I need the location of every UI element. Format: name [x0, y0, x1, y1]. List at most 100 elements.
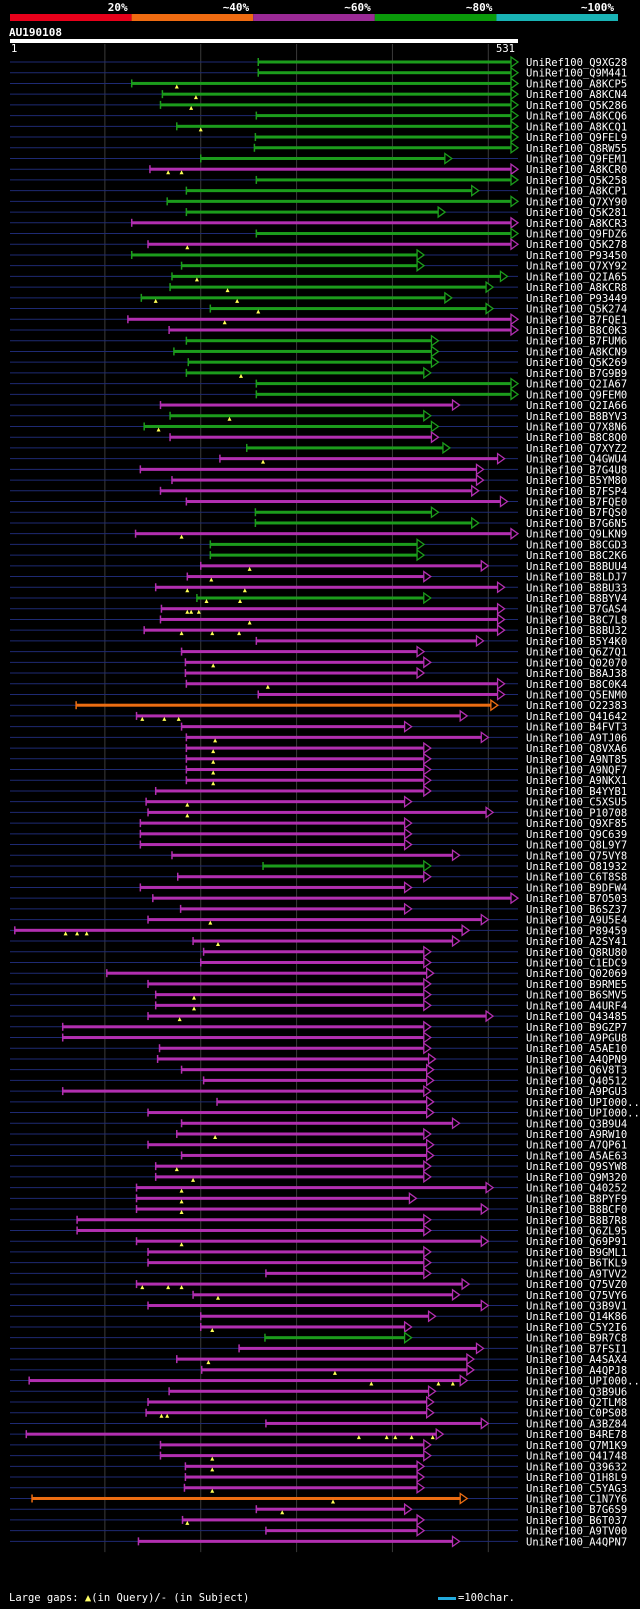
row-label[interactable]: UniRef100_Q9LKN9 [526, 529, 627, 541]
row-label[interactable]: UniRef100_B7GAS4 [526, 604, 627, 616]
row-label[interactable]: UniRef100_A9PGU3 [526, 1086, 627, 1098]
row-label[interactable]: UniRef100_Q02070 [526, 657, 627, 669]
row-label[interactable]: UniRef100_B7G6N5 [526, 518, 627, 530]
row-label[interactable]: UniRef100_Q8RU80 [526, 947, 627, 959]
row-label[interactable]: UniRef100_Q9C639 [526, 829, 627, 841]
alignment-row[interactable]: UniRef100_B7G6S9 [10, 1502, 627, 1516]
alignment-row[interactable]: UniRef100_Q5K278 [10, 237, 627, 251]
row-label[interactable]: UniRef100_Q02069 [526, 968, 627, 980]
row-label[interactable]: UniRef100_B9RME5 [526, 979, 627, 991]
alignment-row[interactable]: UniRef100_Q7XYZ2 [10, 441, 627, 455]
alignment-row[interactable]: UniRef100_Q7X8N6 [10, 420, 627, 433]
row-label[interactable]: UniRef100_Q7XY90 [526, 196, 627, 208]
row-label[interactable]: UniRef100_Q43485 [526, 1011, 627, 1023]
alignment-row[interactable]: UniRef100_B8C0K4 [10, 677, 627, 691]
row-label[interactable]: UniRef100_B6SZ37 [526, 904, 627, 916]
alignment-row[interactable]: UniRef100_Q8L9Y7 [10, 838, 627, 852]
row-label[interactable]: UniRef100_A8KCQ6 [526, 111, 627, 123]
alignment-row[interactable]: UniRef100_Q9XG28 [10, 55, 627, 69]
alignment-row[interactable]: UniRef100_Q9FEL9 [10, 130, 627, 144]
alignment-row[interactable]: UniRef100_B8C0K3 [10, 323, 627, 337]
alignment-row[interactable]: UniRef100_UPI000.. [10, 1106, 640, 1120]
row-label[interactable]: UniRef100_B7G9B9 [526, 368, 627, 380]
alignment-row[interactable]: UniRef100_Q02070 [10, 656, 627, 669]
row-label[interactable]: UniRef100_Q41748 [526, 1451, 627, 1463]
alignment-row[interactable]: UniRef100_A2SY41 [10, 934, 627, 948]
alignment-row[interactable]: UniRef100_A9PGU8 [10, 1031, 627, 1045]
alignment-row[interactable]: UniRef100_Q02069 [10, 966, 627, 980]
row-label[interactable]: UniRef100_B4YYB1 [526, 786, 627, 798]
row-label[interactable]: UniRef100_B8LDJ7 [526, 572, 627, 584]
row-label[interactable]: UniRef100_B4FVT3 [526, 722, 627, 734]
alignment-row[interactable]: UniRef100_Q5K286 [10, 98, 627, 112]
row-label[interactable]: UniRef100_Q7XYZ2 [526, 443, 627, 455]
row-label[interactable]: UniRef100_C0PS08 [526, 1408, 627, 1420]
row-label[interactable]: UniRef100_A4QPN7 [526, 1536, 627, 1548]
alignment-row[interactable]: UniRef100_A9NT85 [10, 752, 627, 766]
alignment-row[interactable]: UniRef100_B7G4U8 [10, 463, 627, 476]
row-label[interactable]: UniRef100_B8AJ38 [526, 668, 627, 680]
alignment-row[interactable]: UniRef100_Q7M1K9 [10, 1438, 627, 1452]
row-label[interactable]: UniRef100_C6T8S8 [526, 872, 627, 884]
alignment-row[interactable]: UniRef100_Q2IA66 [10, 398, 627, 412]
alignment-row[interactable]: UniRef100_A5AE63 [10, 1149, 627, 1162]
row-label[interactable]: UniRef100_Q2IA65 [526, 271, 627, 283]
row-label[interactable]: UniRef100_Q3B9U6 [526, 1386, 627, 1398]
row-label[interactable]: UniRef100_B8CGD3 [526, 539, 627, 551]
alignment-row[interactable]: UniRef100_B8BYV3 [10, 409, 627, 423]
row-label[interactable]: UniRef100_B8C8Q0 [526, 432, 627, 444]
alignment-row[interactable]: UniRef100_Q6Z7Q1 [10, 645, 627, 659]
alignment-row[interactable]: UniRef100_B7FSP4 [10, 484, 627, 498]
row-label[interactable]: UniRef100_A8KCR3 [526, 218, 627, 230]
row-label[interactable]: UniRef100_B9DFW4 [526, 882, 627, 894]
alignment-row[interactable]: UniRef100_A8KCR3 [10, 216, 627, 230]
row-label[interactable]: UniRef100_Q9M441 [526, 68, 627, 80]
alignment-row[interactable]: UniRef100_Q5K269 [10, 355, 627, 369]
alignment-row[interactable]: UniRef100_A4QPN9 [10, 1052, 627, 1066]
row-label[interactable]: UniRef100_A8KCQ1 [526, 121, 627, 133]
row-label[interactable]: UniRef100_B8BCF0 [526, 1204, 627, 1216]
row-label[interactable]: UniRef100_Q9FEL9 [526, 132, 627, 144]
row-label[interactable]: UniRef100_C1N7Y6 [526, 1493, 627, 1505]
alignment-row[interactable]: UniRef100_Q8RW55 [10, 141, 627, 155]
alignment-row[interactable]: UniRef100_UPI000.. [10, 1095, 640, 1109]
row-label[interactable]: UniRef100_UPI000.. [526, 1097, 640, 1109]
alignment-row[interactable]: UniRef100_Q5ENM0 [10, 688, 627, 701]
row-label[interactable]: UniRef100_P10708 [526, 807, 627, 819]
row-label[interactable]: UniRef100_Q5K274 [526, 304, 627, 316]
alignment-row[interactable]: UniRef100_Q2TLM8 [10, 1395, 627, 1409]
row-label[interactable]: UniRef100_A5AE63 [526, 1150, 627, 1162]
alignment-row[interactable]: UniRef100_A8KCP1 [10, 184, 627, 198]
alignment-row[interactable]: UniRef100_A4URF4 [10, 999, 627, 1012]
row-label[interactable]: UniRef100_Q9FEM0 [526, 389, 627, 401]
alignment-row[interactable]: UniRef100_UPI000.. [10, 1374, 640, 1388]
row-label[interactable]: UniRef100_A4SAX4 [526, 1354, 627, 1366]
alignment-row[interactable]: UniRef100_B6TKL9 [10, 1256, 627, 1270]
alignment-row[interactable]: UniRef100_A5AE10 [10, 1041, 627, 1055]
alignment-row[interactable]: UniRef100_Q41642 [10, 709, 627, 723]
alignment-row[interactable]: UniRef100_C5Y2I6 [10, 1320, 627, 1334]
alignment-row[interactable]: UniRef100_A8KCN9 [10, 345, 627, 358]
alignment-row[interactable]: UniRef100_A9NKX1 [10, 773, 627, 787]
alignment-row[interactable]: UniRef100_A8KCR0 [10, 162, 627, 176]
row-label[interactable]: UniRef100_B5YM80 [526, 475, 627, 487]
row-label[interactable]: UniRef100_P93450 [526, 250, 627, 262]
alignment-row[interactable]: UniRef100_B8PYF9 [10, 1192, 627, 1205]
alignment-row[interactable]: UniRef100_A8KCQ6 [10, 109, 627, 123]
alignment-row[interactable]: UniRef100_B5YM80 [10, 473, 627, 487]
alignment-row[interactable]: UniRef100_A9TJ06 [10, 731, 627, 744]
row-label[interactable]: UniRef100_Q8VXA6 [526, 743, 627, 755]
alignment-row[interactable]: UniRef100_A8KCN4 [10, 87, 627, 101]
alignment-row[interactable]: UniRef100_B5Y4K0 [10, 634, 627, 648]
row-label[interactable]: UniRef100_Q9M320 [526, 1172, 627, 1184]
alignment-row[interactable]: UniRef100_Q9M441 [10, 66, 627, 80]
alignment-row[interactable]: UniRef100_B7FUM6 [10, 334, 627, 348]
row-label[interactable]: UniRef100_Q5K281 [526, 207, 627, 219]
row-label[interactable]: UniRef100_Q9FDZ6 [526, 229, 627, 241]
row-label[interactable]: UniRef100_C5XSU5 [526, 797, 627, 809]
row-label[interactable]: UniRef100_O81932 [526, 861, 627, 873]
alignment-row[interactable]: UniRef100_Q6V8T3 [10, 1063, 627, 1077]
row-label[interactable]: UniRef100_Q39632 [526, 1461, 627, 1473]
alignment-row[interactable]: UniRef100_B8C7L8 [10, 613, 627, 626]
row-label[interactable]: UniRef100_A2SY41 [526, 936, 627, 948]
